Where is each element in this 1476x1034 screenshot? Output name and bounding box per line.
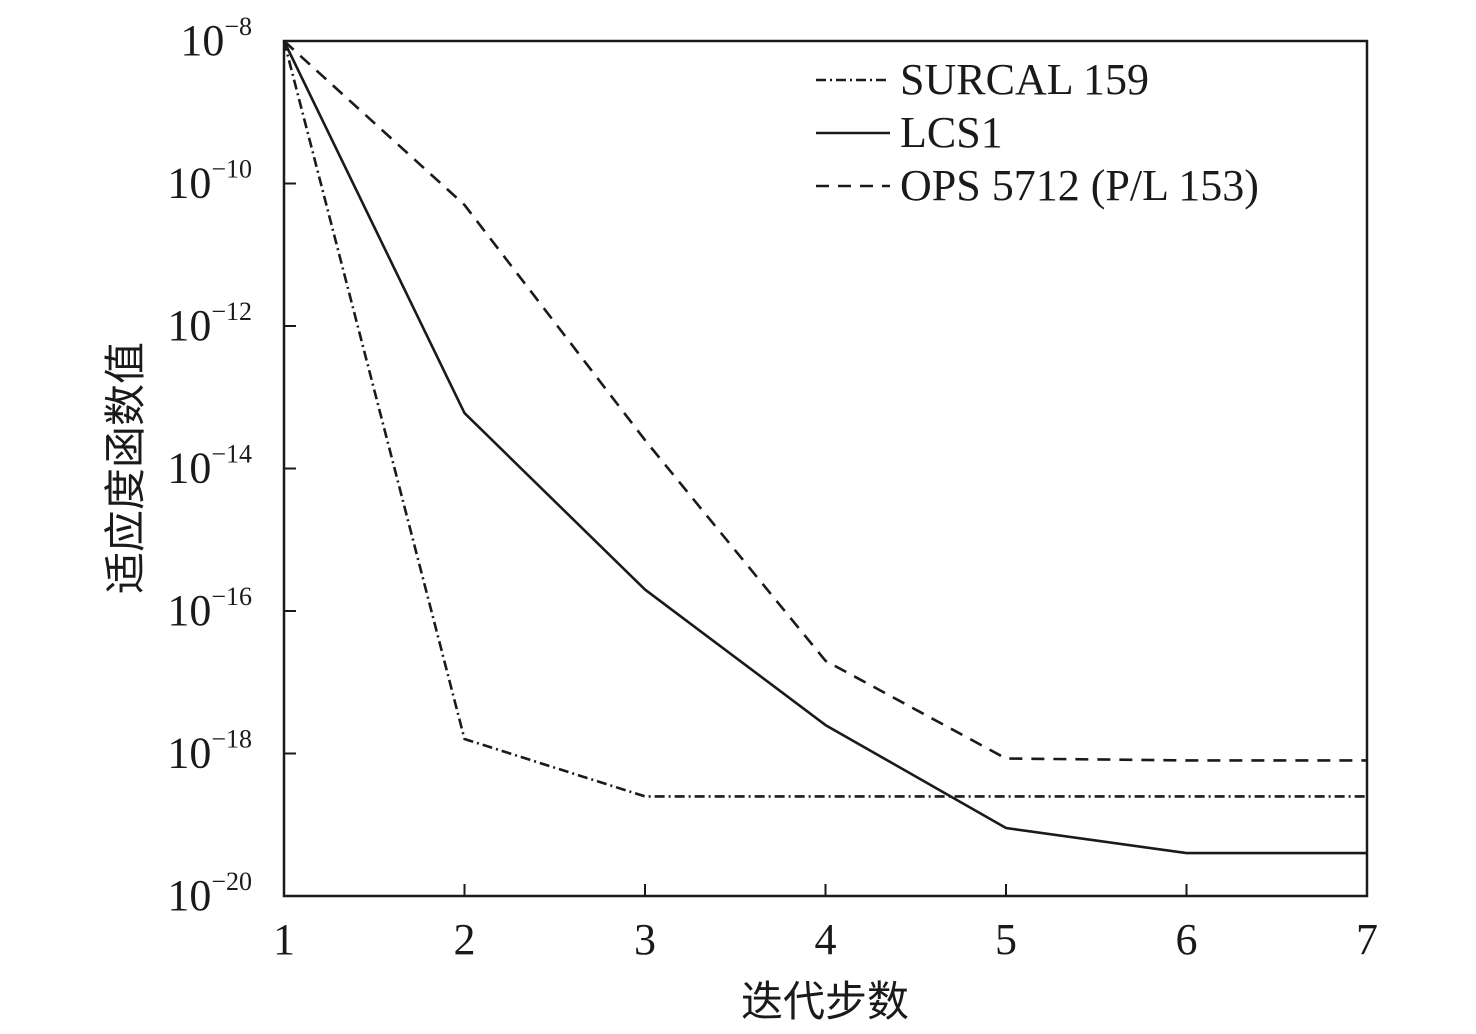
x-tick-label: 2 bbox=[454, 915, 476, 964]
x-tick-label: 3 bbox=[634, 915, 656, 964]
y-axis-label: 适应度函数值 bbox=[101, 342, 150, 594]
x-axis-label: 迭代步数 bbox=[741, 977, 909, 1026]
x-tick-label: 7 bbox=[1356, 915, 1378, 964]
legend-label-3: OPS 5712 (P/L 153) bbox=[900, 161, 1259, 210]
y-tick-label: 10−12 bbox=[167, 297, 252, 350]
y-tick-label: 10−14 bbox=[167, 440, 252, 493]
y-tick-label: 10−10 bbox=[167, 155, 252, 208]
series-layer bbox=[282, 40, 1367, 855]
x-tick-label: 1 bbox=[273, 915, 295, 964]
y-tick-label: 10−16 bbox=[167, 582, 252, 635]
x-tick-label: 4 bbox=[815, 915, 837, 964]
y-tick-label: 10−18 bbox=[167, 725, 252, 778]
series-line-2 bbox=[282, 40, 1367, 855]
x-tick-label: 5 bbox=[995, 915, 1017, 964]
ticks-layer: 1 2 3 4 5 6 7 10−8 10−10 10−12 10−14 10−16 10−18 10−2… bbox=[167, 12, 1378, 964]
y-tick-label: 10−8 bbox=[180, 12, 252, 65]
legend-label-2: LCS1 bbox=[900, 108, 1003, 157]
series-line-3 bbox=[283, 40, 1367, 762]
x-tick-label: 6 bbox=[1176, 915, 1198, 964]
series-line-1 bbox=[282, 40, 1367, 798]
legend-label-1: SURCAL 159 bbox=[900, 55, 1149, 104]
y-tick-label: 10−20 bbox=[167, 867, 252, 920]
